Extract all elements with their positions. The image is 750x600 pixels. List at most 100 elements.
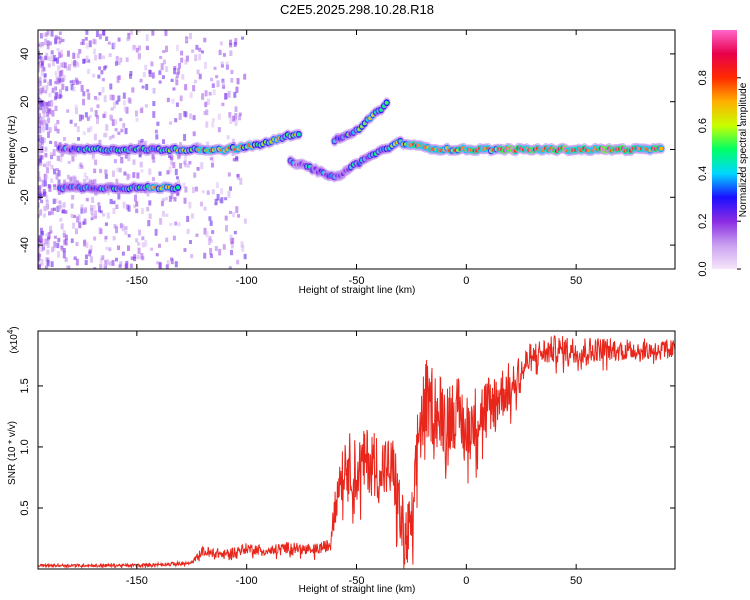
spectrogram-speckle [84,207,88,213]
spectrogram-speckle [204,90,208,97]
spectrogram-speckle [93,48,97,55]
spectrogram-speckle [58,51,62,59]
spectrogram-speckle [230,69,234,75]
spectrogram-speckle [196,167,200,171]
spectrogram-cell-core [384,100,389,105]
spectrogram-speckle [53,86,57,93]
spectrogram-speckle [228,112,232,118]
spectrogram-speckle [213,66,217,70]
spectrogram-speckle [114,61,118,66]
spectrogram-speckle [102,55,106,59]
spectrogram-speckle [174,76,178,81]
spectrogram-speckle [109,94,113,101]
spectrogram-speckle [190,213,194,219]
spectrogram-speckle [52,198,56,205]
spectrogram-speckle [50,261,54,268]
spectrogram-speckle [50,164,54,170]
spectrogram-speckle [74,77,78,83]
spectrogram-speckle [111,119,115,126]
spectrogram-speckle [47,117,51,124]
spectrogram-speckle [173,65,177,71]
spectrogram-speckle [45,161,49,169]
spectrogram-speckle [161,198,165,202]
spectrogram-speckle [192,115,196,121]
spectrogram-speckle [52,149,56,156]
spectrogram-speckle [94,159,98,166]
spectrogram-speckle [120,128,124,133]
spectrogram-speckle [38,76,42,83]
spectrogram-speckle [160,63,164,71]
spectrogram-speckle [91,196,95,203]
spectrogram-speckle [218,49,222,56]
spectrogram-speckle [45,233,49,237]
spectrogram-speckle [141,236,145,241]
spectrogram-speckle [94,110,98,117]
spectrogram-speckle [45,238,49,245]
spectrogram-speckle [105,246,109,250]
spectrogram-speckle [142,71,146,78]
spectrogram-speckle [47,232,51,239]
spectrogram-speckle [133,204,137,208]
spectrogram-speckle [193,79,197,84]
spectrogram-speckle [127,234,131,238]
spectrogram-speckle [169,222,173,227]
spectrogram-speckle [151,72,155,79]
spectrogram-speckle [117,61,121,66]
spectrogram-speckle [211,156,215,163]
spectrogram-speckle [38,253,42,257]
spectrogram-speckle [182,182,186,188]
spectrogram-speckle [53,241,57,248]
spectrogram-speckle [41,33,45,37]
spectrogram-speckle [101,87,105,93]
spectrogram-speckle [110,107,114,111]
spectrogram-speckle [230,243,234,249]
spectrogram-speckle [70,84,74,91]
spectrogram-speckle [46,249,50,255]
spectrogram-speckle [87,92,91,100]
spectrogram-speckle [57,179,61,186]
spectrogram-speckle [154,129,158,134]
spectrogram-speckle [148,213,152,219]
spectrogram-speckle [85,55,89,63]
spectrogram-speckle [210,162,214,168]
colorbar-tick-label: 0.8 [697,70,709,85]
spectrogram-speckle [174,221,178,226]
spectrogram-speckle [65,265,69,269]
spectrogram-speckle [66,109,70,113]
spectrogram-speckle [124,153,128,159]
spectrogram-speckle [119,57,123,63]
colorbar-tick-label: 0.2 [697,214,709,229]
spectrogram-speckle [221,80,225,87]
spectrogram-speckle [40,245,44,252]
spectrogram-x-axis-title: Height of straight line (km) [299,285,416,296]
spectrogram-speckle [75,180,79,184]
spectrogram-speckle [93,236,97,241]
spectrogram-speckle [135,238,139,243]
spectrogram-speckle [234,112,238,120]
spectrogram-speckle [111,94,115,101]
spectrogram-speckle [214,246,218,251]
spectrogram-speckle [125,260,129,268]
spectrogram-speckle [38,185,42,191]
spectrogram-speckle [92,73,96,78]
spectrogram-speckle [104,235,108,240]
spectrogram-x-tick-label: 0 [463,275,469,287]
spectrogram-speckle [86,89,90,93]
spectrogram-speckle [160,200,164,207]
spectrogram-speckle [162,50,166,54]
spectrogram-speckle [137,247,141,255]
spectrogram-speckle [117,192,121,200]
spectrogram-speckle [113,159,117,164]
spectrogram-speckle [119,117,123,122]
spectrogram-speckle [170,78,174,83]
spectrogram-speckle [108,261,112,266]
spectrogram-speckle [203,61,207,69]
spectrogram-speckle [165,264,169,269]
spectrogram-speckle [203,110,207,116]
spectrogram-speckle [44,32,48,37]
spectrogram-speckle [76,216,80,223]
spectrogram-speckle [38,176,41,182]
spectrogram-speckle [154,228,158,236]
spectrogram-speckle [53,207,57,211]
spectrogram-speckle [47,160,51,167]
